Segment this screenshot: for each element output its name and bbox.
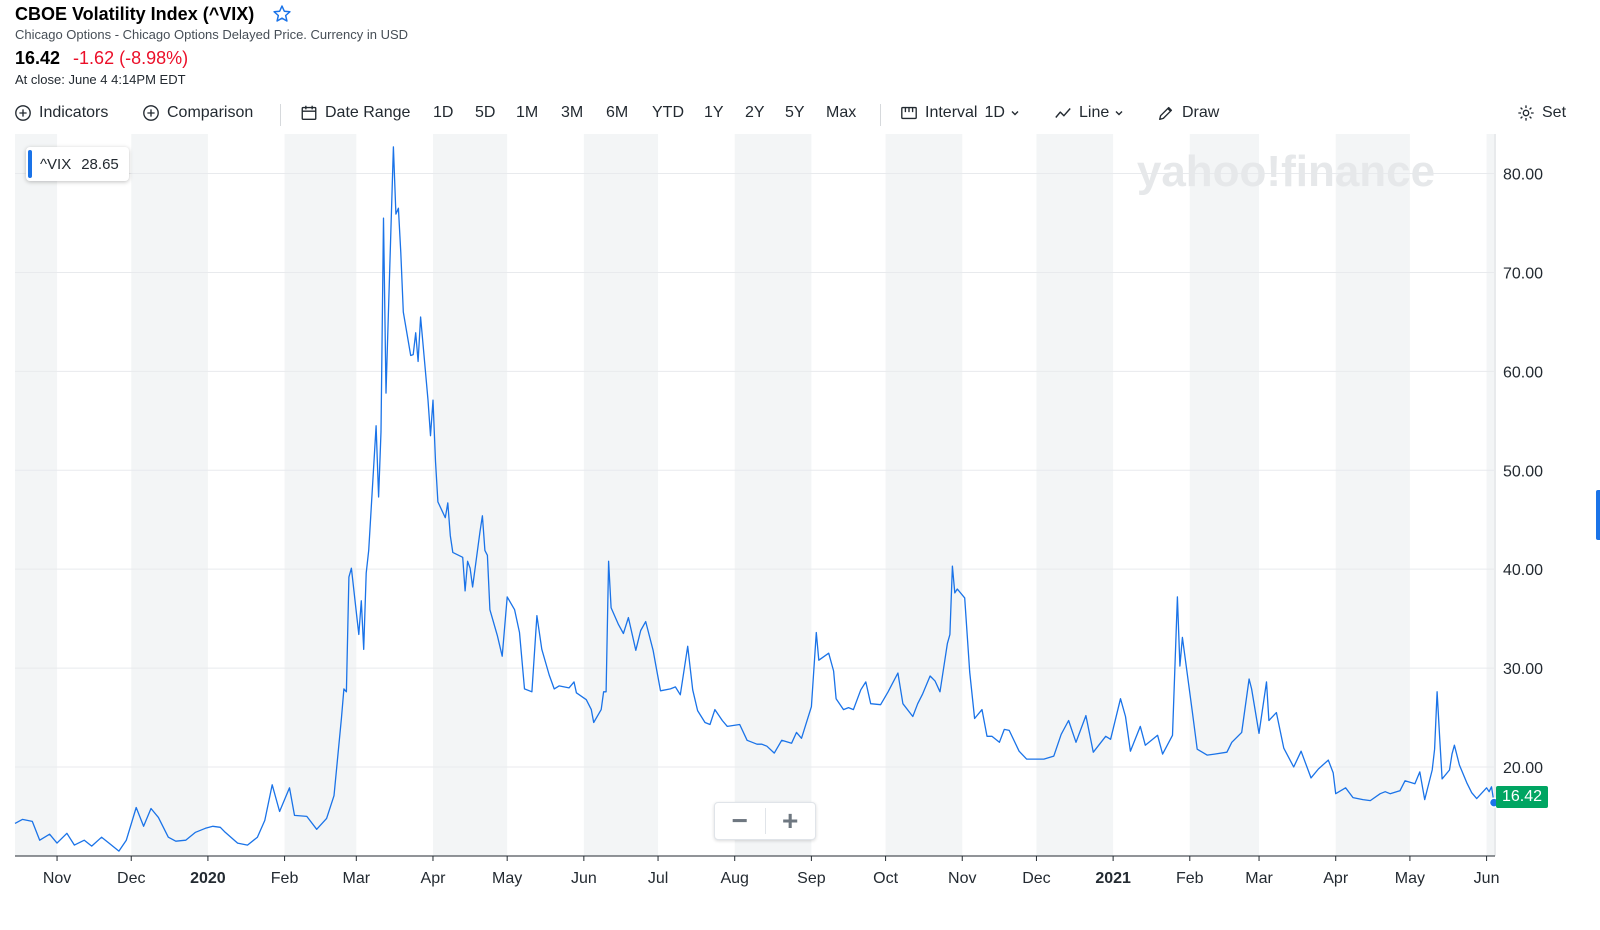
series-legend[interactable]: ^VIX 28.65 [26, 147, 129, 181]
x-tick-label: May [492, 870, 522, 887]
month-band [885, 134, 963, 856]
plus-circle-icon [15, 105, 31, 121]
month-band [1036, 134, 1114, 856]
month-band [131, 134, 208, 856]
interval-label: Interval [925, 104, 978, 121]
settings-button[interactable]: Set [1517, 104, 1566, 122]
x-tick-label: Nov [948, 870, 976, 887]
date-range-button[interactable]: Date Range [300, 104, 410, 122]
range-3m[interactable]: 3M [561, 104, 584, 121]
y-tick-label: 80.00 [1503, 167, 1543, 184]
range-6m[interactable]: 6M [606, 104, 629, 121]
x-tick-label: Feb [1176, 870, 1204, 887]
x-tick-label: May [1395, 870, 1425, 887]
range-5d[interactable]: 5D [475, 104, 496, 121]
y-tick-label: 60.00 [1503, 364, 1543, 381]
month-band [432, 134, 508, 856]
month-band [1189, 134, 1260, 856]
interval-button[interactable]: Interval 1D [900, 104, 1020, 122]
interval-value: 1D [984, 104, 1005, 121]
month-band [734, 134, 812, 856]
chevron-down-icon [1011, 111, 1019, 116]
star-icon[interactable] [272, 4, 292, 24]
y-tick-label: 40.00 [1503, 562, 1543, 579]
chart-type-button[interactable]: Line [1054, 104, 1124, 122]
indicators-label: Indicators [39, 104, 109, 121]
close-time: At close: June 4 4:14PM EDT [15, 72, 186, 87]
comparison-label: Comparison [167, 104, 254, 121]
x-tick-label: Feb [271, 870, 299, 887]
x-tick-label: Apr [421, 870, 447, 887]
y-tick-label: 50.00 [1503, 463, 1543, 480]
quote-header: CBOE Volatility Index (^VIX) Chicago Opt… [15, 2, 1015, 88]
line-chart-icon [1055, 108, 1071, 118]
calendar-icon [301, 105, 317, 120]
x-tick-label: Mar [343, 870, 371, 887]
y-tick-label: 70.00 [1503, 265, 1543, 282]
x-tick-label: 2021 [1095, 870, 1131, 887]
x-tick-label: Oct [873, 870, 898, 887]
side-panel-tab[interactable] [1596, 490, 1600, 540]
pencil-icon [1159, 106, 1173, 120]
comparison-button[interactable]: Comparison [142, 104, 253, 122]
x-tick-label: Dec [117, 870, 145, 887]
x-tick-label: Jun [1474, 870, 1500, 887]
vix-line-chart[interactable]: yahoo!finance 20.00 30.00 40.00 50.00 60.00 7… [0, 134, 1600, 930]
range-max[interactable]: Max [826, 104, 857, 121]
x-tick-label: Aug [720, 870, 748, 887]
quote-title: CBOE Volatility Index (^VIX) [15, 3, 255, 24]
toolbar-divider [280, 104, 281, 126]
x-tick-label: Apr [1323, 870, 1349, 887]
current-price: 16.42 [15, 48, 61, 68]
zoom-controls: − + [714, 802, 816, 840]
zoom-out-button[interactable]: − [731, 805, 748, 836]
zoom-divider [764, 808, 766, 834]
draw-label: Draw [1182, 104, 1220, 121]
x-tick-label: Jun [571, 870, 597, 887]
settings-label: Set [1542, 104, 1567, 121]
legend-color-bar [28, 150, 32, 178]
x-tick-label: Jul [648, 870, 668, 887]
x-tick-label: Mar [1245, 870, 1273, 887]
x-tick-label: Nov [43, 870, 71, 887]
chart-type-label: Line [1079, 104, 1110, 121]
chart-toolbar: Indicators Comparison Date Range 1D 5D 1… [0, 100, 1600, 130]
month-band [1486, 134, 1494, 856]
range-1y[interactable]: 1Y [704, 104, 724, 121]
chevron-down-icon [1115, 111, 1123, 116]
plus-circle-icon [143, 105, 159, 121]
toolbar-divider [880, 104, 881, 126]
price-change: -1.62 (-8.98%) [73, 48, 189, 68]
chart-area[interactable]: yahoo!finance 20.00 30.00 40.00 50.00 60.00 7… [0, 134, 1600, 930]
x-tick-label: Sep [797, 870, 826, 887]
y-tick-label: 30.00 [1503, 661, 1543, 678]
range-2y[interactable]: 2Y [745, 104, 765, 121]
zoom-in-button[interactable]: + [782, 805, 799, 836]
interval-icon [901, 106, 917, 120]
price-series-line [14, 146, 1495, 852]
month-band [15, 134, 58, 856]
draw-button[interactable]: Draw [1157, 104, 1219, 122]
y-tick-label: 20.00 [1503, 760, 1543, 777]
month-band [1335, 134, 1410, 856]
range-1d[interactable]: 1D [433, 104, 454, 121]
legend-value: 28.65 [81, 155, 119, 173]
last-price-label: 16.42 [1496, 786, 1548, 808]
range-ytd[interactable]: YTD [652, 104, 684, 121]
indicators-button[interactable]: Indicators [14, 104, 108, 122]
gear-icon [1518, 105, 1534, 121]
legend-symbol: ^VIX [40, 155, 72, 173]
month-band [583, 134, 659, 856]
month-band [284, 134, 357, 856]
yahoo-finance-watermark: yahoo!finance [1137, 147, 1435, 196]
quote-subtitle: Chicago Options - Chicago Options Delaye… [15, 27, 409, 42]
range-1m[interactable]: 1M [516, 104, 539, 121]
x-tick-label: Dec [1022, 870, 1050, 887]
date-range-label: Date Range [325, 104, 411, 121]
x-tick-label: 2020 [190, 870, 226, 887]
range-5y[interactable]: 5Y [785, 104, 805, 121]
